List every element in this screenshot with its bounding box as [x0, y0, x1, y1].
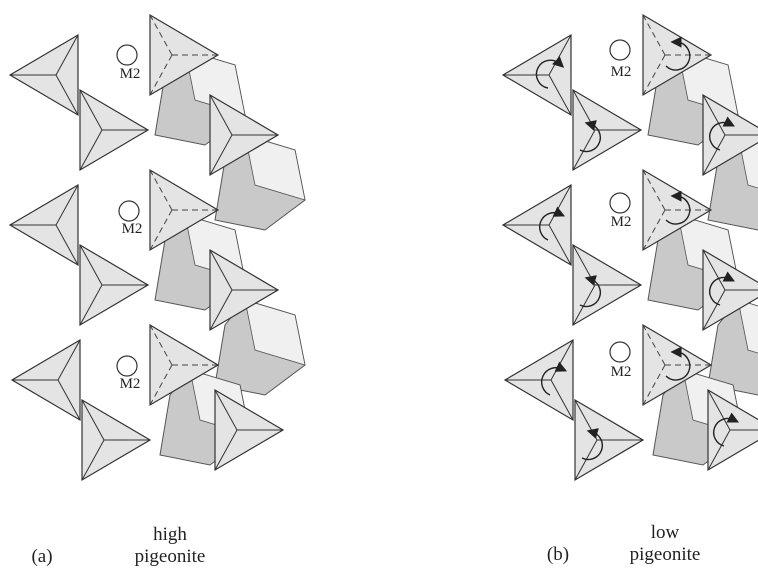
m2-site: [117, 45, 137, 65]
m2-site: [119, 201, 139, 221]
m2-site: [610, 342, 630, 362]
pigeonite-diagram: M2 M2 M2 (a) high pigeonite M2 M2 M2 (b): [0, 0, 758, 572]
caption: low: [651, 522, 680, 543]
site-label: M2: [611, 214, 632, 230]
panel-b: M2 M2 M2 (b) low pigeonite: [503, 15, 758, 565]
caption: pigeonite: [135, 546, 206, 567]
caption: high: [153, 524, 187, 545]
panel-a: M2 M2 M2 (a) high pigeonite: [10, 15, 305, 567]
m2-site: [610, 193, 630, 213]
caption: pigeonite: [630, 544, 701, 565]
site-label: M2: [120, 376, 141, 392]
structure-a: [10, 15, 305, 480]
site-label: M2: [611, 64, 632, 80]
m2-site: [117, 356, 137, 376]
m2-site: [610, 40, 630, 60]
site-label: M2: [120, 66, 141, 82]
site-label: M2: [122, 221, 143, 237]
panel-label: (a): [31, 546, 52, 567]
panel-label: (b): [547, 544, 569, 565]
site-label: M2: [611, 364, 632, 380]
